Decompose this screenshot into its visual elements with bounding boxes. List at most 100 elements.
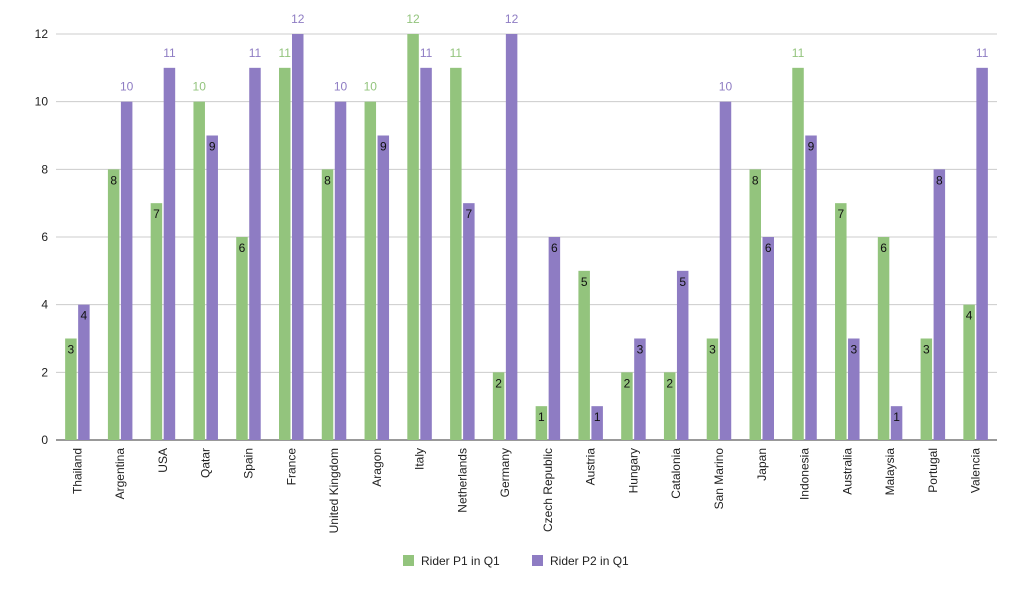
data-label-rider-p2: 7 [465,207,472,221]
data-label-rider-p1: 11 [792,46,805,60]
x-category-label: Netherlands [455,448,469,513]
bar-rider-p1 [407,34,419,440]
x-category-label: Hungary [626,448,640,493]
data-label-rider-p1: 12 [406,12,420,26]
bar-rider-p2 [976,67,988,440]
bar-rider-p1 [321,169,334,441]
y-tick-label: 12 [35,27,49,41]
bars [65,34,988,441]
data-label-rider-p1: 8 [324,173,331,187]
data-label-rider-p1: 7 [153,207,160,221]
data-label-rider-p1: 5 [581,275,588,289]
bar-rider-p1 [107,169,120,441]
data-label-rider-p1: 7 [837,207,844,221]
bar-rider-p2 [463,203,475,440]
bar-rider-p1 [450,67,462,440]
bar-rider-p1 [877,237,890,440]
bar-rider-p1 [193,101,205,441]
x-category-label: Portugal [926,448,940,493]
data-label-rider-p1: 1 [538,410,545,424]
bar-rider-p1 [706,338,719,440]
bar-rider-p1 [835,203,847,440]
bar-rider-p2 [848,338,860,440]
bar-rider-p2 [762,237,774,440]
bar-rider-p2 [163,67,176,440]
data-label-rider-p2: 11 [976,46,989,60]
data-label-rider-p1: 11 [450,46,463,60]
x-category-label: Spain [241,448,255,479]
y-tick-label: 6 [41,230,48,244]
x-category-label: Thailand [70,448,84,494]
x-axis-categories: Thailand Argentina USA Qatar Spain France Unit… [70,448,982,534]
data-label-rider-p2: 5 [679,275,686,289]
bar-rider-p1 [663,372,676,440]
data-label-rider-p1: 4 [966,309,973,323]
bar-rider-p2 [933,169,946,441]
bar-rider-p2 [548,237,561,440]
x-category-label: Malaysia [883,448,897,496]
bar-rider-p2 [120,101,133,441]
bar-rider-p2 [676,270,689,440]
x-category-label: Aragon [370,448,384,487]
bar-rider-p1 [535,406,548,440]
data-label-rider-p2: 4 [81,309,88,323]
bar-rider-p1 [792,67,804,440]
bar-rider-p1 [920,338,933,440]
bar-rider-p1 [621,372,633,440]
data-label-rider-p1: 6 [880,241,887,255]
x-category-label: Japan [755,448,769,481]
bar-rider-p1 [364,101,377,441]
x-category-label: Germany [498,448,512,497]
bar-rider-p1 [236,237,248,440]
legend-label-rider-p2: Rider P2 in Q1 [550,554,629,568]
data-label-rider-p1: 6 [239,241,246,255]
data-label-rider-p1: 2 [495,376,502,390]
bar-rider-p2 [591,406,603,440]
bar-rider-p2 [377,135,390,440]
data-label-rider-p1: 3 [68,343,75,357]
data-label-rider-p1: 10 [193,80,207,94]
data-label-rider-p1: 8 [752,173,759,187]
data-label-rider-p2: 8 [936,173,943,187]
legend-label-rider-p1: Rider P1 in Q1 [421,554,500,568]
data-label-rider-p2: 11 [249,46,262,60]
bar-rider-p1 [492,372,505,440]
data-label-rider-p2: 10 [719,80,733,94]
data-label-rider-p2: 3 [637,343,644,357]
legend-swatch-rider-p2 [532,555,543,566]
data-label-rider-p1: 2 [624,376,631,390]
bar-rider-p2 [719,101,732,441]
bar-rider-p2 [206,135,218,440]
legend: Rider P1 in Q1 Rider P2 in Q1 [403,554,629,568]
x-category-label: Czech Republic [541,448,555,532]
bar-rider-p2 [292,34,304,440]
y-tick-label: 10 [35,95,49,109]
y-axis-ticks: 0 2 4 6 8 10 12 [35,27,49,447]
data-label-rider-p2: 6 [765,241,772,255]
x-category-label: Australia [840,448,854,495]
x-category-label: United Kingdom [327,448,341,533]
data-label-rider-p2: 9 [380,140,387,154]
legend-swatch-rider-p1 [403,555,414,566]
y-tick-label: 2 [41,365,48,379]
bar-rider-p2 [249,67,261,440]
data-label-rider-p2: 12 [505,12,519,26]
x-category-label: Italy [413,448,427,470]
bar-rider-p2 [78,304,90,440]
data-label-rider-p2: 10 [334,80,348,94]
x-category-label: USA [156,448,170,473]
data-label-rider-p1: 8 [110,173,117,187]
bar-rider-p1 [65,338,77,440]
bar-rider-p2 [805,135,817,440]
data-label-rider-p1: 3 [923,343,930,357]
bar-rider-p1 [150,203,163,440]
bar-rider-p2 [634,338,646,440]
data-label-rider-p2: 11 [163,46,176,60]
data-label-rider-p1: 10 [364,80,378,94]
data-label-rider-p2: 6 [551,241,558,255]
data-label-rider-p2: 1 [893,410,900,424]
x-category-label: San Marino [712,448,726,510]
data-label-rider-p2: 9 [808,140,815,154]
